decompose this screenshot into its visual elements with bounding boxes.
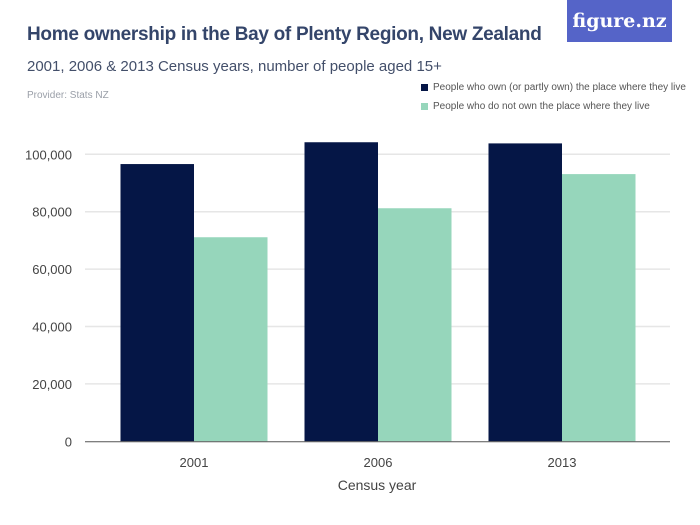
figure-nz-logo[interactable]: figure.nz: [567, 0, 672, 42]
bar-2013-series-2: [562, 174, 636, 442]
legend-item-owners: People who own (or partly own) the place…: [421, 82, 686, 93]
bar-2001-series-2: [194, 237, 268, 442]
provider-label: Provider: Stats NZ: [27, 90, 109, 101]
legend-item-non-owners: People who do not own the place where th…: [421, 101, 650, 112]
bar-2006-series-2: [378, 208, 452, 442]
legend-swatch: [421, 84, 428, 91]
chart-title: Home ownership in the Bay of Plenty Regi…: [27, 24, 542, 45]
y-tick-label: 80,000: [32, 205, 72, 220]
y-tick-label: 40,000: [32, 320, 72, 335]
x-tick-label: 2013: [548, 455, 577, 470]
y-tick-label: 100,000: [25, 147, 72, 162]
legend-label: People who do not own the place where th…: [433, 101, 650, 112]
bar-2006-series-1: [304, 142, 378, 442]
bar-2013-series-1: [488, 143, 562, 442]
x-tick-label: 2001: [180, 455, 209, 470]
legend-label: People who own (or partly own) the place…: [433, 82, 686, 93]
bar-2001-series-1: [120, 164, 194, 442]
x-tick-label: 2006: [364, 455, 393, 470]
y-tick-label: 0: [65, 434, 72, 449]
y-tick-label: 60,000: [32, 262, 72, 277]
legend-swatch: [421, 103, 428, 110]
x-axis-label: Census year: [338, 477, 417, 493]
y-tick-label: 20,000: [32, 377, 72, 392]
chart-subtitle: 2001, 2006 & 2013 Census years, number o…: [27, 58, 442, 75]
